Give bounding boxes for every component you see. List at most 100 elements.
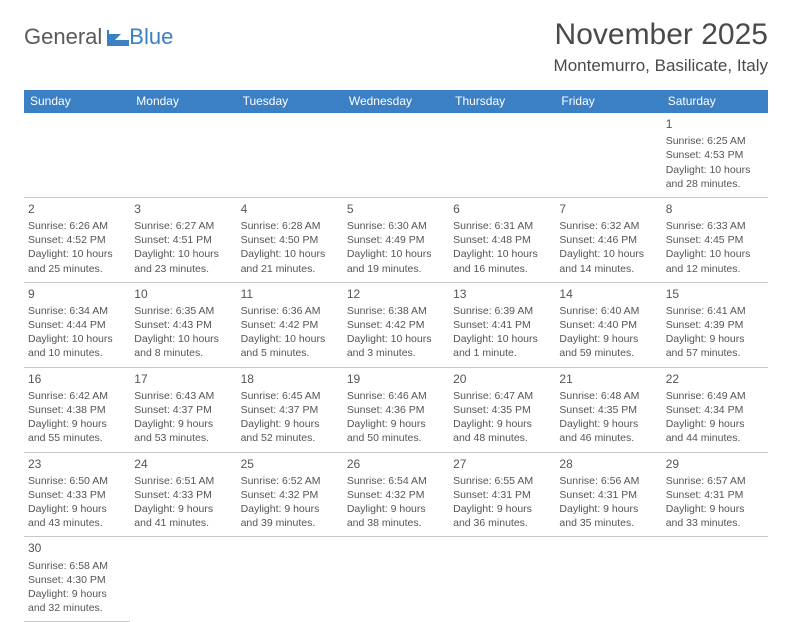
day-cell-12: 12Sunrise: 6:38 AMSunset: 4:42 PMDayligh… (343, 282, 449, 367)
sunrise-text: Sunrise: 6:55 AM (453, 474, 551, 488)
empty-cell (237, 537, 343, 622)
dl2-text: and 44 minutes. (666, 431, 764, 445)
sunset-text: Sunset: 4:53 PM (666, 148, 764, 162)
day-number: 13 (453, 286, 551, 302)
header: General Blue November 2025 Montemurro, B… (24, 18, 768, 76)
dl1-text: Daylight: 9 hours (453, 502, 551, 516)
dl2-text: and 12 minutes. (666, 262, 764, 276)
dl2-text: and 41 minutes. (134, 516, 232, 530)
dl2-text: and 46 minutes. (559, 431, 657, 445)
sunset-text: Sunset: 4:35 PM (559, 403, 657, 417)
day-number: 11 (241, 286, 339, 302)
day-cell-17: 17Sunrise: 6:43 AMSunset: 4:37 PMDayligh… (130, 367, 236, 452)
day-number: 24 (134, 456, 232, 472)
dl2-text: and 52 minutes. (241, 431, 339, 445)
sunset-text: Sunset: 4:42 PM (347, 318, 445, 332)
dl1-text: Daylight: 10 hours (559, 247, 657, 261)
sunset-text: Sunset: 4:32 PM (347, 488, 445, 502)
day-number: 16 (28, 371, 126, 387)
sunset-text: Sunset: 4:32 PM (241, 488, 339, 502)
sunrise-text: Sunrise: 6:30 AM (347, 219, 445, 233)
sunset-text: Sunset: 4:37 PM (134, 403, 232, 417)
empty-cell (237, 113, 343, 198)
dl1-text: Daylight: 9 hours (28, 502, 126, 516)
logo-flag-icon (107, 30, 129, 46)
dl2-text: and 36 minutes. (453, 516, 551, 530)
location: Montemurro, Basilicate, Italy (554, 56, 768, 76)
day-header-tuesday: Tuesday (237, 90, 343, 113)
sunset-text: Sunset: 4:42 PM (241, 318, 339, 332)
dl1-text: Daylight: 9 hours (666, 502, 764, 516)
dl1-text: Daylight: 9 hours (453, 417, 551, 431)
sunset-text: Sunset: 4:39 PM (666, 318, 764, 332)
day-cell-20: 20Sunrise: 6:47 AMSunset: 4:35 PMDayligh… (449, 367, 555, 452)
dl1-text: Daylight: 9 hours (559, 332, 657, 346)
sunset-text: Sunset: 4:35 PM (453, 403, 551, 417)
sunrise-text: Sunrise: 6:47 AM (453, 389, 551, 403)
dl2-text: and 48 minutes. (453, 431, 551, 445)
day-cell-9: 9Sunrise: 6:34 AMSunset: 4:44 PMDaylight… (24, 282, 130, 367)
day-cell-3: 3Sunrise: 6:27 AMSunset: 4:51 PMDaylight… (130, 197, 236, 282)
dl2-text: and 39 minutes. (241, 516, 339, 530)
sunrise-text: Sunrise: 6:46 AM (347, 389, 445, 403)
dl1-text: Daylight: 10 hours (666, 247, 764, 261)
day-number: 7 (559, 201, 657, 217)
day-number: 23 (28, 456, 126, 472)
sunrise-text: Sunrise: 6:35 AM (134, 304, 232, 318)
dl2-text: and 55 minutes. (28, 431, 126, 445)
dl1-text: Daylight: 9 hours (28, 417, 126, 431)
day-header-friday: Friday (555, 90, 661, 113)
sunrise-text: Sunrise: 6:42 AM (28, 389, 126, 403)
sunrise-text: Sunrise: 6:26 AM (28, 219, 126, 233)
dl1-text: Daylight: 9 hours (241, 502, 339, 516)
dl2-text: and 21 minutes. (241, 262, 339, 276)
sunrise-text: Sunrise: 6:56 AM (559, 474, 657, 488)
sunrise-text: Sunrise: 6:50 AM (28, 474, 126, 488)
day-cell-2: 2Sunrise: 6:26 AMSunset: 4:52 PMDaylight… (24, 197, 130, 282)
sunrise-text: Sunrise: 6:54 AM (347, 474, 445, 488)
dl1-text: Daylight: 10 hours (347, 247, 445, 261)
sunset-text: Sunset: 4:45 PM (666, 233, 764, 247)
day-cell-19: 19Sunrise: 6:46 AMSunset: 4:36 PMDayligh… (343, 367, 449, 452)
dl1-text: Daylight: 10 hours (134, 247, 232, 261)
sunrise-text: Sunrise: 6:52 AM (241, 474, 339, 488)
dl1-text: Daylight: 9 hours (666, 417, 764, 431)
day-number: 29 (666, 456, 764, 472)
dl1-text: Daylight: 9 hours (559, 502, 657, 516)
day-number: 22 (666, 371, 764, 387)
day-number: 9 (28, 286, 126, 302)
dl2-text: and 57 minutes. (666, 346, 764, 360)
dl1-text: Daylight: 10 hours (453, 247, 551, 261)
dl2-text: and 14 minutes. (559, 262, 657, 276)
sunrise-text: Sunrise: 6:32 AM (559, 219, 657, 233)
logo-part2: Blue (129, 24, 173, 50)
day-header-thursday: Thursday (449, 90, 555, 113)
sunrise-text: Sunrise: 6:36 AM (241, 304, 339, 318)
dl1-text: Daylight: 9 hours (241, 417, 339, 431)
day-cell-8: 8Sunrise: 6:33 AMSunset: 4:45 PMDaylight… (662, 197, 768, 282)
dl1-text: Daylight: 9 hours (28, 587, 126, 601)
dl1-text: Daylight: 9 hours (559, 417, 657, 431)
sunrise-text: Sunrise: 6:27 AM (134, 219, 232, 233)
empty-cell (24, 113, 130, 198)
sunset-text: Sunset: 4:34 PM (666, 403, 764, 417)
dl2-text: and 32 minutes. (28, 601, 126, 615)
dl2-text: and 10 minutes. (28, 346, 126, 360)
sunrise-text: Sunrise: 6:45 AM (241, 389, 339, 403)
sunrise-text: Sunrise: 6:34 AM (28, 304, 126, 318)
calendar: SundayMondayTuesdayWednesdayThursdayFrid… (24, 90, 768, 622)
day-cell-10: 10Sunrise: 6:35 AMSunset: 4:43 PMDayligh… (130, 282, 236, 367)
sunrise-text: Sunrise: 6:57 AM (666, 474, 764, 488)
day-cell-18: 18Sunrise: 6:45 AMSunset: 4:37 PMDayligh… (237, 367, 343, 452)
sunset-text: Sunset: 4:44 PM (28, 318, 126, 332)
day-number: 26 (347, 456, 445, 472)
dl2-text: and 3 minutes. (347, 346, 445, 360)
sunrise-text: Sunrise: 6:31 AM (453, 219, 551, 233)
sunset-text: Sunset: 4:41 PM (453, 318, 551, 332)
sunset-text: Sunset: 4:50 PM (241, 233, 339, 247)
dl1-text: Daylight: 10 hours (347, 332, 445, 346)
day-number: 19 (347, 371, 445, 387)
day-number: 28 (559, 456, 657, 472)
empty-cell (449, 537, 555, 622)
dl2-text: and 5 minutes. (241, 346, 339, 360)
